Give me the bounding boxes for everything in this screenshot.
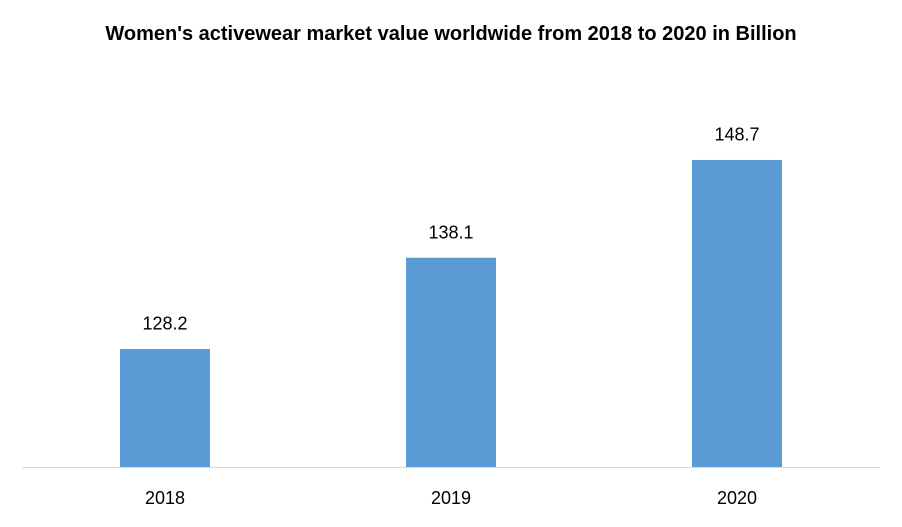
x-tick-label: 2020	[717, 488, 757, 508]
bar	[120, 348, 210, 467]
bar	[692, 159, 782, 468]
x-tick-label: 2018	[145, 488, 185, 508]
data-label: 138.1	[428, 222, 473, 242]
data-label: 148.7	[714, 125, 759, 145]
chart-title: Women's activewear market value worldwid…	[105, 23, 797, 45]
data-label: 128.2	[142, 314, 187, 334]
x-tick-label: 2019	[431, 488, 471, 508]
bar	[406, 257, 496, 467]
